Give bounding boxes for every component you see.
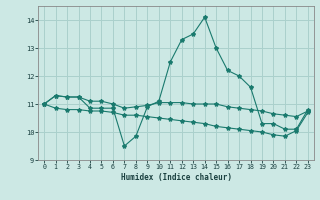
X-axis label: Humidex (Indice chaleur): Humidex (Indice chaleur) xyxy=(121,173,231,182)
